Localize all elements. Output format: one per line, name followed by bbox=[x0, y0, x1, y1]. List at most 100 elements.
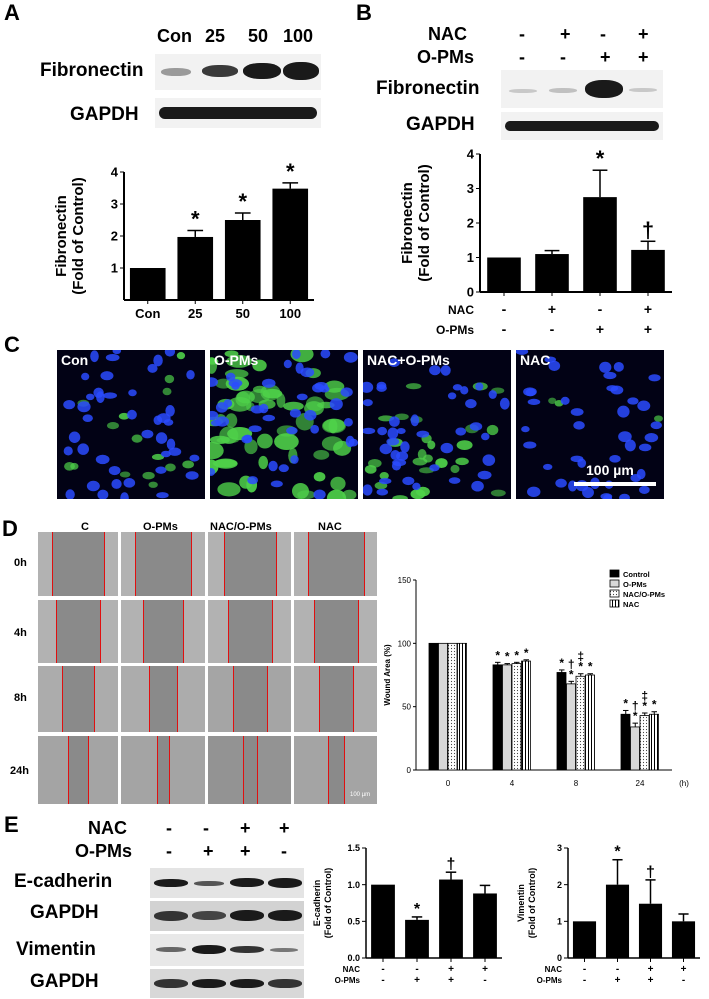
nucleus bbox=[570, 455, 584, 463]
nucleus bbox=[637, 400, 651, 412]
nucleus bbox=[402, 476, 415, 486]
blot-image-gapdh-b bbox=[501, 112, 663, 140]
nucleus bbox=[166, 438, 176, 450]
nucleus bbox=[481, 432, 490, 441]
wound-image bbox=[294, 532, 377, 596]
chart-a-fibronectin: 1 2 3 4 Fibronectin (Fold of Control) Con * 25 * 5… bbox=[53, 160, 314, 321]
nucleus bbox=[96, 391, 105, 403]
row-label-nac-e: NAC bbox=[88, 818, 127, 838]
x-tick-label: 0 bbox=[446, 779, 451, 788]
blot-image-gapdh-e2 bbox=[150, 969, 304, 998]
condition-sign: + bbox=[648, 975, 654, 986]
nucleus bbox=[95, 454, 110, 465]
nucleus bbox=[90, 350, 99, 363]
legend-swatch bbox=[609, 589, 620, 598]
nucleus bbox=[77, 401, 91, 413]
nucleus bbox=[63, 400, 76, 410]
bar bbox=[177, 236, 214, 300]
scratch-boundary-line bbox=[343, 736, 345, 804]
nucleus bbox=[387, 427, 399, 440]
sign-b-opms-2: - bbox=[560, 47, 566, 67]
condition-sign: + bbox=[548, 301, 556, 317]
micrograph-label-nac-opms: NAC+O-PMs bbox=[367, 352, 450, 368]
nucleus bbox=[475, 382, 484, 391]
y-tick-label: 3 bbox=[557, 843, 562, 853]
bar bbox=[566, 683, 576, 771]
scratch-boundary-line bbox=[271, 600, 273, 663]
nucleus bbox=[379, 477, 392, 485]
green-stain bbox=[131, 434, 143, 443]
sign-e-nac-2: - bbox=[203, 818, 209, 838]
condition-sign: - bbox=[381, 975, 384, 986]
green-stain bbox=[313, 472, 326, 482]
nucleus bbox=[638, 485, 650, 494]
nucleus bbox=[168, 447, 182, 456]
nucleus bbox=[81, 372, 90, 381]
nucleus bbox=[648, 374, 661, 382]
nucleus bbox=[290, 455, 299, 464]
scratch-boundary-line bbox=[318, 666, 320, 732]
condition-sign: - bbox=[682, 975, 685, 986]
green-stain bbox=[148, 481, 158, 488]
scratch-boundary-line bbox=[157, 736, 158, 804]
nucleus bbox=[377, 426, 388, 436]
condition-row-label: O-PMs bbox=[335, 976, 361, 985]
wound-image bbox=[38, 600, 118, 663]
green-stain bbox=[182, 460, 194, 469]
nucleus bbox=[157, 413, 171, 424]
nucleus bbox=[270, 480, 283, 488]
bar bbox=[631, 249, 665, 292]
significance-mark: * bbox=[495, 648, 500, 662]
scratch-boundary-line bbox=[183, 600, 184, 663]
nucleus bbox=[259, 403, 269, 414]
green-stain bbox=[212, 459, 238, 468]
y-tick-label: 1 bbox=[467, 250, 474, 265]
nucleus bbox=[128, 389, 137, 397]
nucleus bbox=[499, 397, 510, 410]
y-axis-label: (Fold of Control) bbox=[416, 164, 433, 281]
wound-col-nac-opms: NAC/O-PMs bbox=[210, 521, 272, 533]
green-stain bbox=[422, 454, 433, 463]
green-stain bbox=[257, 433, 273, 449]
green-stain bbox=[379, 471, 389, 480]
scratch-boundary-line bbox=[94, 666, 95, 732]
condition-sign: + bbox=[414, 975, 420, 986]
significance-mark: ‡ bbox=[641, 689, 648, 703]
blot-label-gapdh-e1: GAPDH bbox=[30, 902, 99, 923]
scratch-boundary-line bbox=[169, 736, 170, 804]
nucleus bbox=[262, 414, 276, 422]
condition-row-label: NAC bbox=[545, 965, 563, 974]
nucleus bbox=[429, 365, 441, 376]
nucleus bbox=[488, 390, 497, 399]
bar bbox=[272, 188, 309, 300]
panel-label-b: B bbox=[356, 0, 372, 25]
green-stain bbox=[176, 352, 186, 360]
sign-b-nac-1: - bbox=[519, 24, 525, 44]
significance-mark: * bbox=[623, 696, 628, 710]
green-stain bbox=[210, 357, 219, 365]
y-tick-label: 4 bbox=[111, 165, 119, 180]
y-tick-label: 2 bbox=[111, 229, 118, 244]
y-tick-label: 3 bbox=[467, 181, 474, 196]
green-stain bbox=[313, 450, 330, 460]
wound-image bbox=[38, 736, 118, 804]
nucleus bbox=[636, 468, 646, 480]
nucleus bbox=[185, 471, 199, 480]
green-stain bbox=[321, 436, 344, 451]
bar bbox=[556, 672, 567, 771]
green-stain bbox=[164, 374, 175, 384]
nucleus bbox=[108, 465, 121, 476]
nucleus bbox=[105, 353, 120, 362]
scratch-boundary-line bbox=[62, 666, 63, 732]
wound-image bbox=[38, 666, 118, 732]
sign-b-opms-3: + bbox=[600, 47, 611, 67]
nucleus bbox=[164, 350, 176, 357]
scratch-boundary-line bbox=[227, 600, 229, 663]
chart-e-ecadherin: 0.0 0.5 1.0 1.5 E-cadherin (Fold of Control) *… bbox=[312, 843, 502, 986]
legend-swatch bbox=[609, 579, 620, 588]
lane-label-25: 25 bbox=[205, 26, 226, 46]
condition-row-label: O-PMs bbox=[436, 323, 474, 337]
nucleus bbox=[68, 431, 81, 443]
nucleus bbox=[400, 441, 410, 453]
